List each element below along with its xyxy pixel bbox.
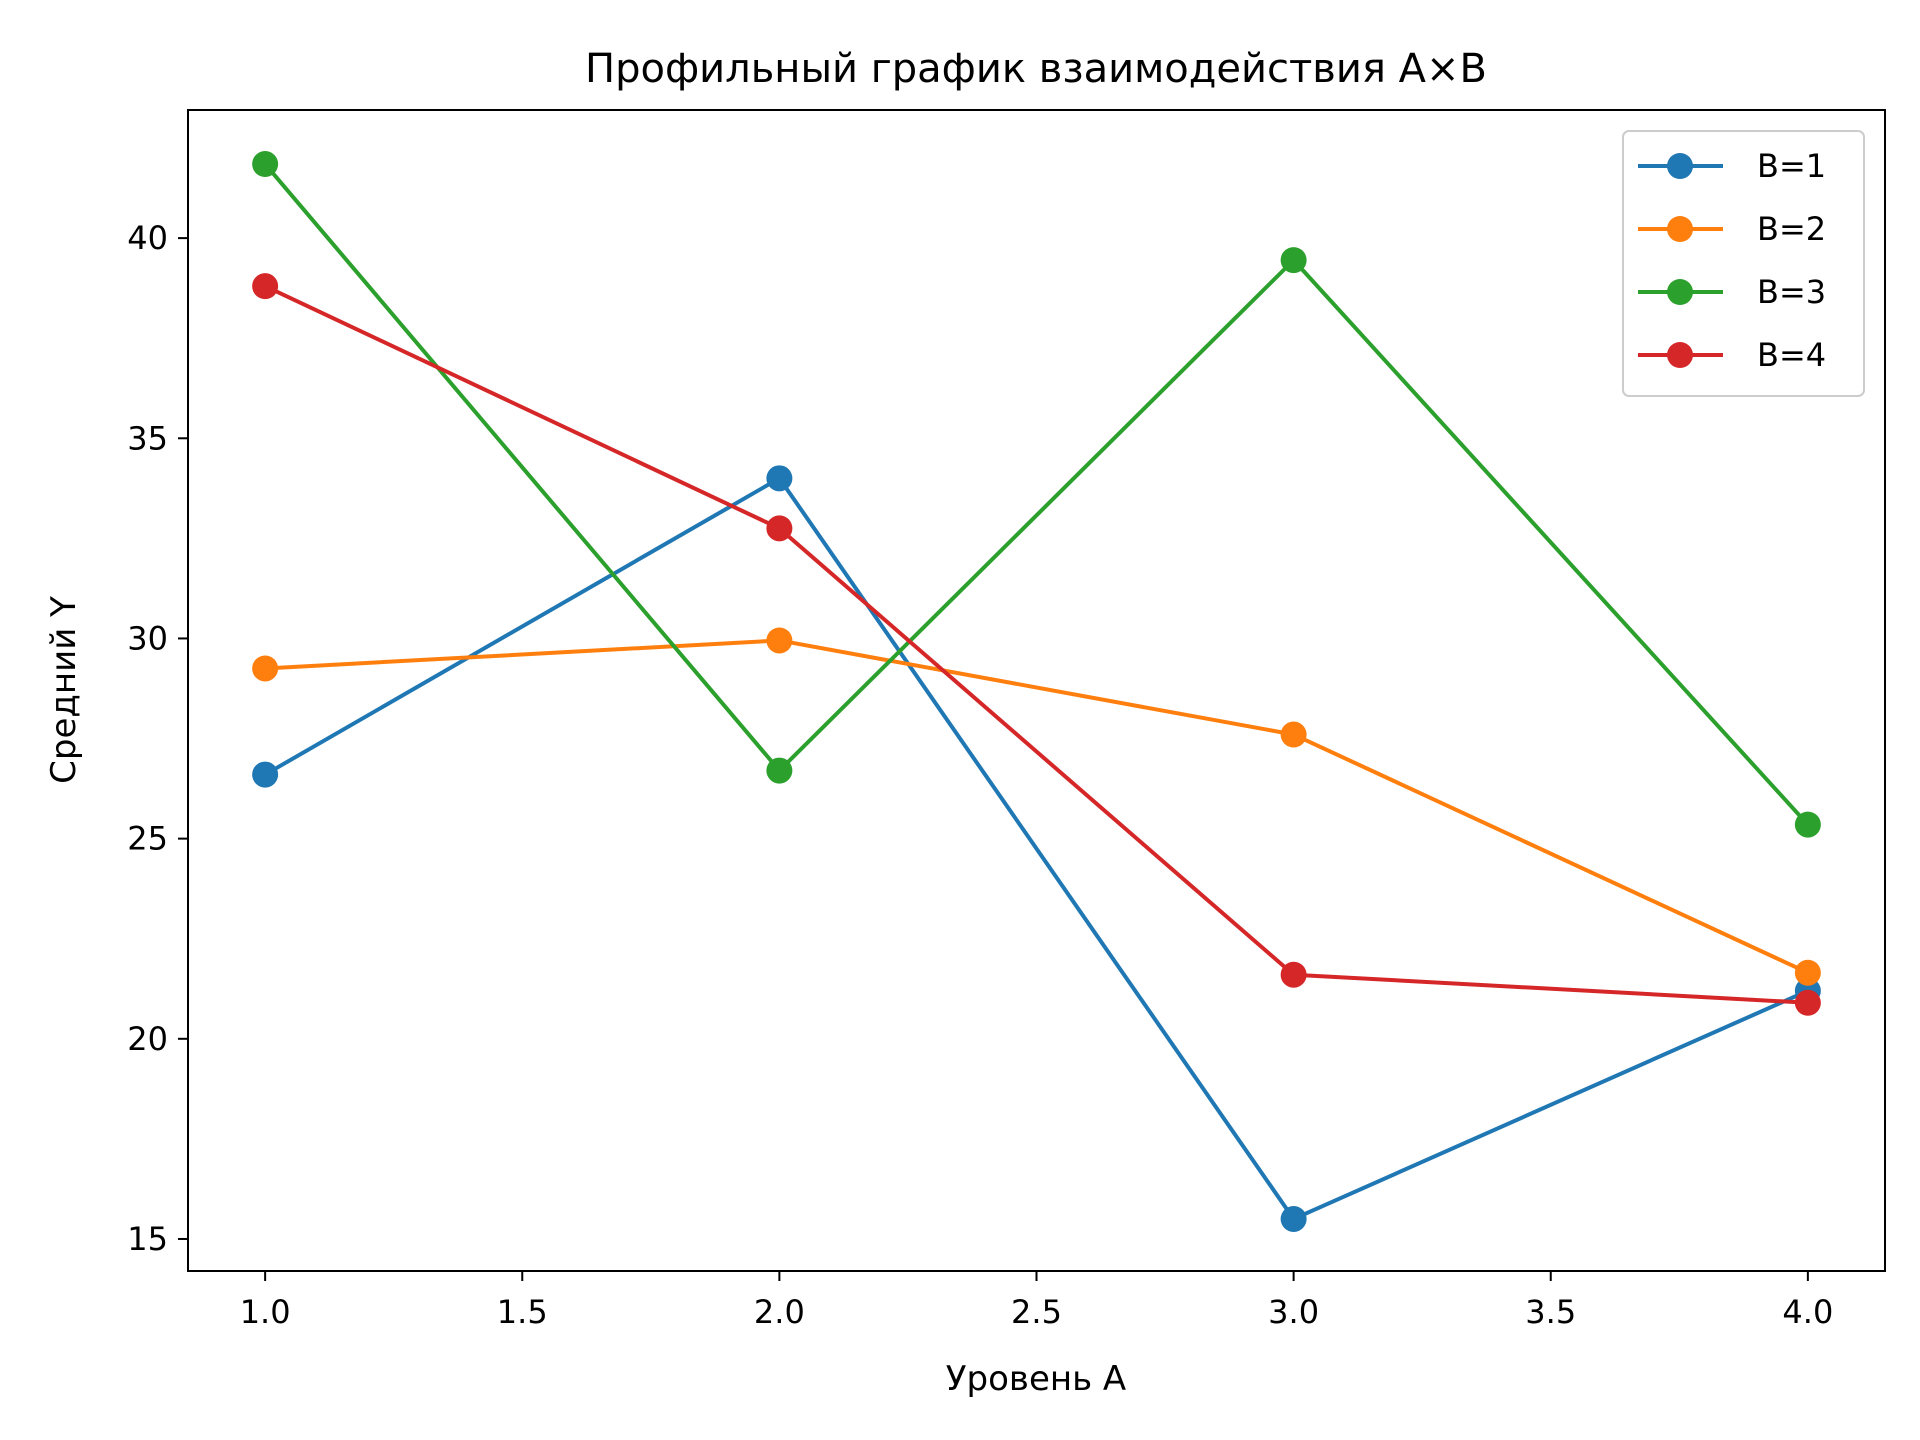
y-tick-label: 40	[127, 219, 168, 257]
legend-marker	[1667, 342, 1693, 368]
x-tick-label: 3.0	[1268, 1293, 1319, 1331]
data-point	[766, 465, 793, 492]
y-tick-label: 20	[127, 1020, 168, 1058]
data-point	[252, 273, 279, 300]
series-line	[264, 476, 1809, 1221]
y-tick-label: 30	[127, 619, 168, 657]
y-tick-label: 25	[127, 820, 168, 858]
legend-item: B=1	[1638, 147, 1826, 185]
legend-label: B=1	[1757, 147, 1826, 185]
data-point	[252, 655, 279, 682]
legend-item: B=3	[1638, 273, 1826, 311]
series-line	[264, 284, 1808, 1005]
series-line	[263, 162, 1810, 826]
data-point	[1280, 247, 1307, 274]
x-tick-label: 4.0	[1782, 1293, 1833, 1331]
y-axis: 15 20 25 30 35 40	[127, 219, 188, 1258]
data-point	[766, 627, 793, 654]
series-B=4	[252, 273, 1821, 1016]
plot-area	[252, 151, 1821, 1232]
legend-marker	[1667, 153, 1693, 179]
series-B=2	[252, 627, 1821, 986]
legend-marker	[1667, 216, 1693, 242]
x-axis-label: Уровень A	[946, 1359, 1126, 1399]
data-point	[1280, 961, 1307, 988]
legend-item: B=4	[1638, 336, 1826, 374]
data-point	[766, 515, 793, 542]
y-tick-label: 35	[127, 419, 168, 457]
legend-label: B=4	[1757, 336, 1826, 374]
legend-marker	[1667, 279, 1693, 305]
data-point	[1794, 811, 1821, 838]
y-axis-label: Средний Y	[44, 596, 84, 784]
x-tick-label: 2.5	[1011, 1293, 1062, 1331]
data-point	[1794, 959, 1821, 986]
data-point	[252, 761, 279, 788]
chart-title: Профильный график взаимодействия A×B	[585, 46, 1487, 92]
legend-box	[1622, 130, 1865, 397]
x-tick-label: 1.0	[240, 1293, 291, 1331]
data-point	[1280, 1205, 1307, 1232]
data-point	[1280, 721, 1307, 748]
legend: B=1 B=2 B=3 B=4	[1622, 130, 1865, 397]
legend-label: B=3	[1757, 273, 1826, 311]
legend-item: B=2	[1638, 210, 1826, 248]
y-tick-label: 15	[127, 1220, 168, 1258]
x-tick-label: 3.5	[1525, 1293, 1576, 1331]
series-B=3	[252, 151, 1821, 838]
legend-label: B=2	[1757, 210, 1826, 248]
x-tick-label: 2.0	[754, 1293, 805, 1331]
data-point	[252, 151, 279, 178]
data-point	[766, 757, 793, 784]
x-axis: 1.0 1.5 2.0 2.5 3.0 3.5 4.0	[240, 1271, 1833, 1331]
data-point	[1794, 989, 1821, 1016]
x-tick-label: 1.5	[497, 1293, 548, 1331]
series-line	[265, 638, 1809, 975]
